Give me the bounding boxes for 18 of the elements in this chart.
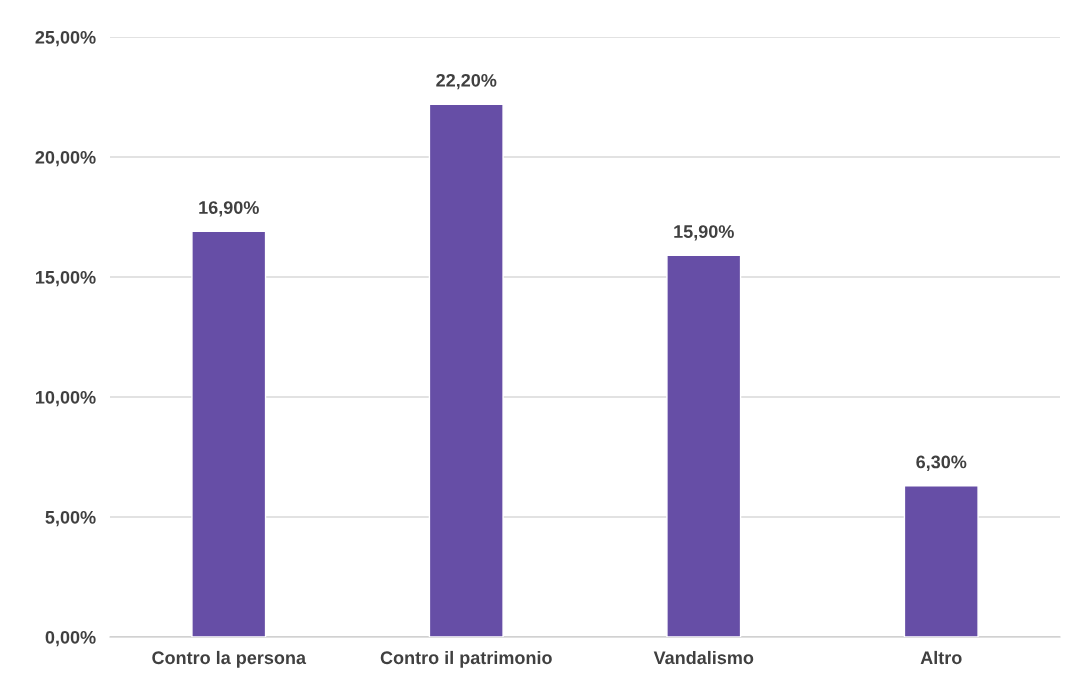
data-label: 16,90%: [199, 201, 259, 217]
bar: [428, 103, 504, 637]
x-tick-label: Altro: [920, 650, 962, 665]
y-tick-label: 15,00%: [36, 270, 96, 287]
y-tick-label: 0,00%: [45, 630, 96, 647]
data-label: 6,30%: [916, 455, 967, 471]
bar: [191, 230, 267, 637]
bar: [666, 254, 742, 637]
data-label: 22,20%: [436, 73, 497, 90]
x-tick-label: Vandalismo: [653, 650, 754, 665]
y-tick-label: 20,00%: [35, 150, 96, 167]
x-tick-label: Contro la persona: [152, 650, 307, 668]
data-label: 15,90%: [674, 225, 734, 241]
y-tick-label: 10,00%: [36, 390, 96, 407]
x-tick-label: Contro il patrimonio: [380, 650, 552, 668]
y-tick-label: 5,00%: [45, 510, 96, 527]
y-tick-label: 25,00%: [35, 30, 96, 47]
bar: [903, 485, 979, 637]
